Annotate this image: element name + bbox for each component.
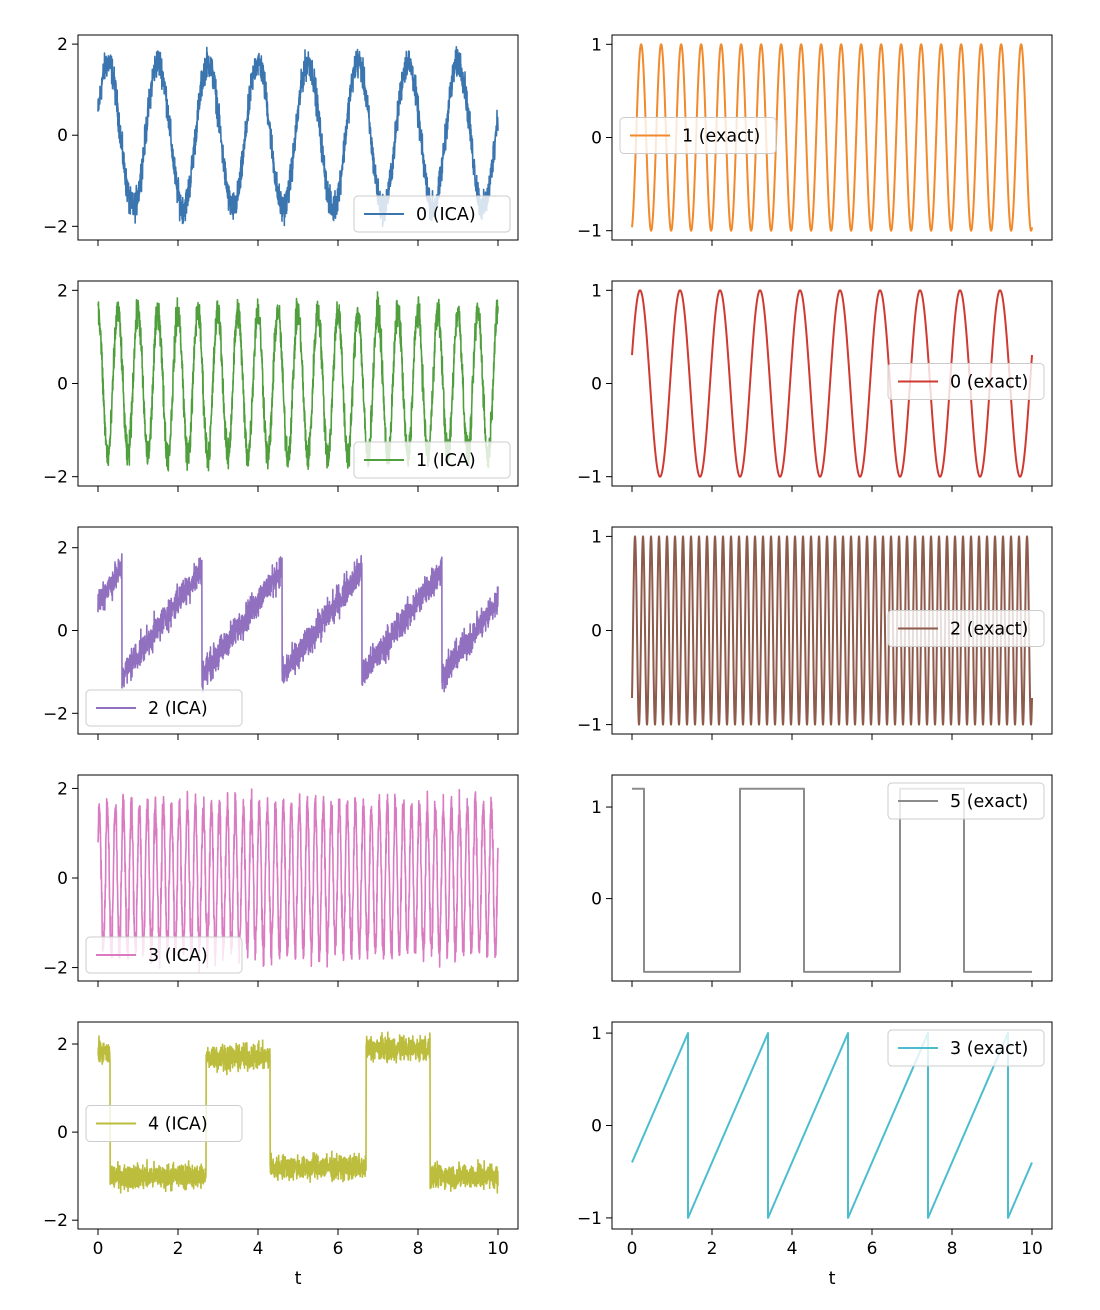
legend: 4 (ICA) <box>85 1105 243 1142</box>
series-line-8-0 <box>97 1031 499 1194</box>
legend-label: 1 (ICA) <box>416 451 476 471</box>
y-tick-label: 0 <box>591 890 602 910</box>
legend-box <box>85 1105 243 1142</box>
series-line-3-0 <box>631 289 1033 478</box>
legend-label: 0 (exact) <box>950 373 1028 393</box>
y-tick-label: −2 <box>43 704 68 724</box>
y-tick-label: 0 <box>57 622 68 642</box>
panel-4: −2 0 2 2 (ICA) <box>43 526 519 740</box>
y-tick-label: 1 <box>591 35 602 55</box>
series-line-2-0 <box>97 291 499 472</box>
legend: 1 (ICA) <box>353 441 511 479</box>
legend-box <box>619 117 777 154</box>
series-line-9-0 <box>631 1032 1033 1219</box>
legend: 1 (exact) <box>619 117 777 154</box>
legend: 0 (exact) <box>887 363 1045 400</box>
axes-frame <box>77 34 519 241</box>
axes-frame <box>77 1021 519 1230</box>
y-tick-label: 1 <box>591 527 602 547</box>
legend-box <box>353 195 511 233</box>
legend-label: 5 (exact) <box>950 792 1028 812</box>
y-tick-label: 2 <box>57 1035 68 1055</box>
y-tick-label: −2 <box>43 959 68 979</box>
legend: 0 (ICA) <box>353 195 511 233</box>
panel-0: −2 0 2 0 (ICA) <box>43 34 519 246</box>
x-tick-label: 8 <box>947 1239 958 1259</box>
panel-1: −1 0 1 1 (exact) <box>577 34 1053 246</box>
y-tick-label: −2 <box>43 217 68 237</box>
legend-label: 1 (exact) <box>682 127 760 147</box>
panel-6: −2 0 2 3 (ICA) <box>43 774 519 987</box>
y-tick-label: 2 <box>57 35 68 55</box>
y-tick-label: 0 <box>57 375 68 395</box>
x-tick-label: 10 <box>487 1239 509 1259</box>
y-tick-label: 1 <box>591 281 602 301</box>
x-tick-label: 2 <box>173 1239 184 1259</box>
x-tick-label: 8 <box>413 1239 424 1259</box>
y-tick-label: −1 <box>577 1209 602 1229</box>
legend-box <box>887 1029 1045 1067</box>
legend-box <box>887 363 1045 400</box>
y-tick-label: −2 <box>43 1211 68 1231</box>
series-line-4-0 <box>97 553 499 693</box>
x-tick-label: 10 <box>1021 1239 1043 1259</box>
panel-8: −2 0 2 0 2 4 6 8 10 t 4 (ICA) <box>43 1021 519 1289</box>
y-tick-label: 1 <box>591 798 602 818</box>
legend-box <box>85 936 243 974</box>
panel-3: −1 0 1 0 (exact) <box>577 280 1053 492</box>
panel-5: −1 0 1 2 (exact) <box>577 526 1053 740</box>
legend: 3 (ICA) <box>85 936 243 974</box>
legend: 2 (ICA) <box>85 689 243 727</box>
legend-label: 0 (ICA) <box>416 205 476 225</box>
axes-frame <box>611 774 1053 982</box>
y-tick-label: 0 <box>591 1117 602 1137</box>
legend: 2 (exact) <box>887 610 1045 647</box>
y-tick-label: 2 <box>57 779 68 799</box>
y-tick-label: 0 <box>591 375 602 395</box>
y-tick-label: 0 <box>57 869 68 889</box>
x-tick-label: 0 <box>93 1239 104 1259</box>
y-tick-label: 0 <box>57 1123 68 1143</box>
y-tick-label: 0 <box>591 622 602 642</box>
y-tick-label: 0 <box>591 129 602 149</box>
y-tick-label: −1 <box>577 468 602 488</box>
legend: 3 (exact) <box>887 1029 1045 1067</box>
series-line-5-0 <box>631 535 1033 726</box>
series-line-1-0 <box>631 43 1033 232</box>
legend-label: 2 (ICA) <box>148 699 208 719</box>
legend: 5 (exact) <box>887 782 1045 820</box>
y-tick-label: −1 <box>577 716 602 736</box>
x-tick-label: 6 <box>333 1239 344 1259</box>
legend-box <box>887 782 1045 820</box>
panel-7: 0 1 5 (exact) <box>591 774 1053 987</box>
y-tick-label: 1 <box>591 1024 602 1044</box>
x-axis-label: t <box>829 1269 836 1289</box>
legend-box <box>353 441 511 479</box>
x-tick-label: 4 <box>787 1239 798 1259</box>
series-line-6-0 <box>97 788 499 973</box>
legend-label: 2 (exact) <box>950 620 1028 640</box>
y-tick-label: −1 <box>577 222 602 242</box>
legend-label: 4 (ICA) <box>148 1115 208 1135</box>
x-tick-label: 0 <box>627 1239 638 1259</box>
legend-label: 3 (exact) <box>950 1039 1028 1059</box>
panel-2: −2 0 2 1 (ICA) <box>43 280 519 492</box>
legend-label: 3 (ICA) <box>148 946 208 966</box>
x-tick-label: 2 <box>707 1239 718 1259</box>
legend-box <box>887 610 1045 647</box>
x-tick-label: 6 <box>867 1239 878 1259</box>
y-tick-label: 0 <box>57 126 68 146</box>
y-tick-label: 2 <box>57 281 68 301</box>
x-axis-label: t <box>295 1269 302 1289</box>
y-tick-label: −2 <box>43 468 68 488</box>
legend-box <box>85 689 243 727</box>
x-tick-label: 4 <box>253 1239 264 1259</box>
y-tick-label: 2 <box>57 539 68 559</box>
